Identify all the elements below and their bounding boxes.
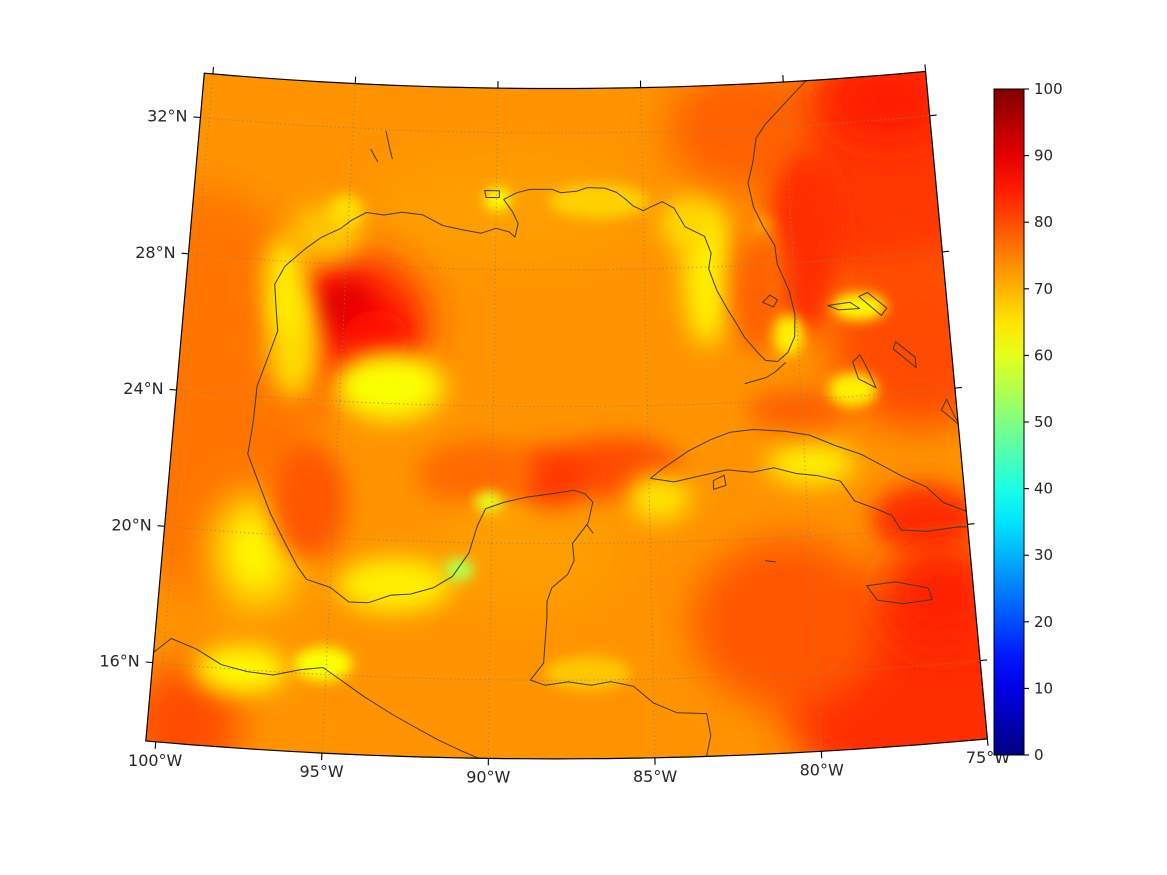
gridline-meridian bbox=[321, 83, 356, 754]
lon-tick-label: 85°W bbox=[633, 767, 677, 786]
heat-blob bbox=[767, 443, 855, 485]
heat-blob bbox=[336, 557, 453, 613]
colorbar-tick-label: 40 bbox=[1034, 480, 1053, 498]
colorbar-tick-label: 90 bbox=[1034, 147, 1053, 165]
gridline-parallel bbox=[188, 251, 943, 271]
heat-blob bbox=[821, 71, 954, 144]
coastline-grand-cayman bbox=[765, 560, 776, 563]
colorbar-tick-label: 80 bbox=[1034, 213, 1053, 231]
axis-labels: 100°W95°W 90°W 85°W 80°W75°W32°N28°N24°N20°… bbox=[99, 107, 1010, 787]
lat-tick-right bbox=[980, 659, 988, 662]
lat-tick-left bbox=[157, 525, 165, 527]
heat-blob bbox=[661, 195, 709, 251]
coastline-jamaica bbox=[866, 581, 933, 605]
lat-tick-right bbox=[967, 523, 975, 525]
coastline-isle-of-youth bbox=[712, 474, 727, 490]
lat-tick-right bbox=[929, 114, 937, 117]
coastline-eleuthera bbox=[892, 341, 917, 368]
colorbar-gradient bbox=[993, 88, 1025, 756]
heat-blob bbox=[871, 483, 980, 552]
colorbar: 0 10 20 30 40 50 60 70 80 90 100 bbox=[993, 80, 1063, 764]
lon-tick-top bbox=[924, 64, 927, 72]
coastline-andros bbox=[852, 354, 877, 389]
lat-tick-left bbox=[169, 388, 177, 391]
coastline-lake-okeechobee bbox=[762, 294, 779, 308]
heat-blob bbox=[484, 187, 511, 212]
lat-tick-label: 20°N bbox=[111, 515, 151, 534]
heat-blob bbox=[773, 314, 804, 356]
gridline-meridian bbox=[487, 88, 499, 759]
coastline-sam-rayburn-reservoir bbox=[370, 148, 379, 163]
heat-blob bbox=[690, 537, 886, 709]
colorbar-tick-label: 50 bbox=[1034, 413, 1053, 431]
lat-tick-left bbox=[145, 661, 153, 664]
lat-tick-right bbox=[942, 250, 950, 253]
coastline-florida-keys bbox=[744, 362, 786, 385]
coastline-mexico-central-america-gulf-coast bbox=[247, 330, 712, 757]
coastline-grand-bahama bbox=[827, 301, 861, 311]
heat-blob bbox=[549, 184, 649, 219]
heat-blob bbox=[768, 156, 841, 335]
coastline-mexico-pacific-coast bbox=[153, 638, 479, 759]
heat-blob bbox=[271, 444, 348, 561]
gridline-parallel bbox=[176, 387, 955, 408]
lat-tick-left bbox=[181, 252, 189, 255]
colorbar-tick-label: 30 bbox=[1034, 546, 1053, 564]
lat-tick-right bbox=[954, 386, 962, 389]
heat-blob bbox=[264, 237, 307, 333]
coastline-lake-pontchartrain bbox=[484, 190, 500, 199]
gridline-meridian bbox=[155, 73, 214, 742]
heat-blob bbox=[444, 557, 474, 582]
heat-blob bbox=[293, 647, 353, 682]
heat-blob bbox=[474, 491, 504, 513]
lon-tick-label: 90°W bbox=[466, 767, 510, 786]
gridline-meridian bbox=[640, 87, 656, 758]
lat-tick-label: 32°N bbox=[147, 107, 187, 126]
coastline-us-gulf-atlantic-coast bbox=[274, 80, 807, 362]
heatmap-layer bbox=[145, 71, 988, 759]
gridline-parallel bbox=[164, 523, 968, 544]
heat-blob bbox=[417, 440, 537, 509]
lon-tick-label: 95°W bbox=[300, 762, 344, 781]
lat-tick-label: 28°N bbox=[135, 243, 175, 262]
lon-tick-label: 80°W bbox=[800, 760, 844, 779]
lon-tick-bottom bbox=[154, 741, 157, 749]
heat-blob bbox=[880, 540, 988, 650]
lat-tick-left bbox=[193, 116, 201, 119]
lon-tick-label: 100°W bbox=[128, 751, 183, 770]
lat-tick-label: 16°N bbox=[99, 652, 139, 671]
gridline-parallel bbox=[152, 660, 981, 681]
colorbar-tick-label: 10 bbox=[1034, 679, 1053, 697]
axis-ticks bbox=[145, 64, 989, 766]
colorbar-tick-label: 60 bbox=[1034, 346, 1053, 364]
colorbar-tick-label: 0 bbox=[1034, 746, 1044, 764]
heat-blob bbox=[342, 310, 410, 366]
coastline-cozumel bbox=[586, 524, 594, 534]
lon-tick-bottom bbox=[986, 738, 989, 746]
heat-blob bbox=[731, 223, 786, 354]
colorbar-tick-label: 100 bbox=[1034, 80, 1063, 98]
heat-blob bbox=[627, 473, 691, 522]
heat-blob bbox=[328, 194, 364, 229]
heat-blob bbox=[828, 372, 878, 407]
lat-tick-label: 24°N bbox=[123, 379, 163, 398]
heat-blob bbox=[334, 352, 445, 421]
colorbar-tick-label: 70 bbox=[1034, 280, 1053, 298]
coastline-abaco bbox=[858, 292, 888, 316]
coastline-toledo-bend-reservoir bbox=[385, 130, 393, 160]
gridline-parallel bbox=[200, 115, 930, 134]
heat-blob bbox=[832, 293, 887, 321]
heat-blob bbox=[378, 153, 644, 263]
lon-tick-top bbox=[212, 66, 215, 74]
heat-blob bbox=[746, 389, 852, 431]
colorbar-tick-label: 20 bbox=[1034, 613, 1053, 631]
